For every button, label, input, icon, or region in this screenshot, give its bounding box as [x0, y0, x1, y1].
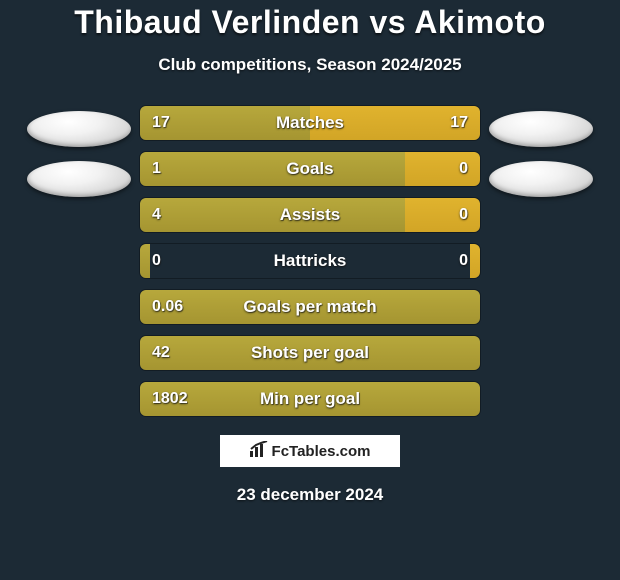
stat-bar-left: [140, 106, 310, 140]
stat-bar-left: [140, 198, 405, 232]
stat-bar-right: [405, 152, 480, 186]
stat-label: Hattricks: [140, 251, 480, 271]
stat-row: 1717Matches: [139, 105, 481, 141]
stat-row: 10Goals: [139, 151, 481, 187]
stat-row: 1802Min per goal: [139, 381, 481, 417]
stat-bar-left: [140, 244, 150, 278]
badge-column-left: [19, 105, 139, 211]
stat-bars: 1717Matches 10Goals 40Assists 0 0Hattricks 0.…: [139, 105, 481, 417]
stat-bar-right: [405, 198, 480, 232]
stats-area: 1717Matches 10Goals 40Assists 0 0Hattricks 0.…: [0, 105, 620, 417]
stat-row: 42Shots per goal: [139, 335, 481, 371]
branding-box: FcTables.com: [220, 435, 400, 467]
team-badge-left-2: [27, 161, 131, 197]
stat-bar-right: [310, 106, 480, 140]
stat-bar-left: [140, 152, 405, 186]
team-badge-left-1: [27, 111, 131, 147]
stat-row: 0 0Hattricks: [139, 243, 481, 279]
page-title: Thibaud Verlinden vs Akimoto: [74, 4, 546, 41]
team-badge-right-1: [489, 111, 593, 147]
stat-value-left: 0: [152, 252, 161, 270]
badge-column-right: [481, 105, 601, 211]
stat-bar-left: [140, 382, 480, 416]
stat-bar-left: [140, 336, 480, 370]
team-badge-right-2: [489, 161, 593, 197]
stat-row: 40Assists: [139, 197, 481, 233]
stat-bar-left: [140, 290, 480, 324]
stat-value-right: 0: [459, 252, 468, 270]
subtitle: Club competitions, Season 2024/2025: [158, 55, 461, 75]
branding-label: FcTables.com: [272, 443, 371, 460]
chart-icon: [250, 441, 268, 461]
date-label: 23 december 2024: [237, 485, 384, 505]
stat-bar-right: [470, 244, 480, 278]
stat-row: 0.06Goals per match: [139, 289, 481, 325]
